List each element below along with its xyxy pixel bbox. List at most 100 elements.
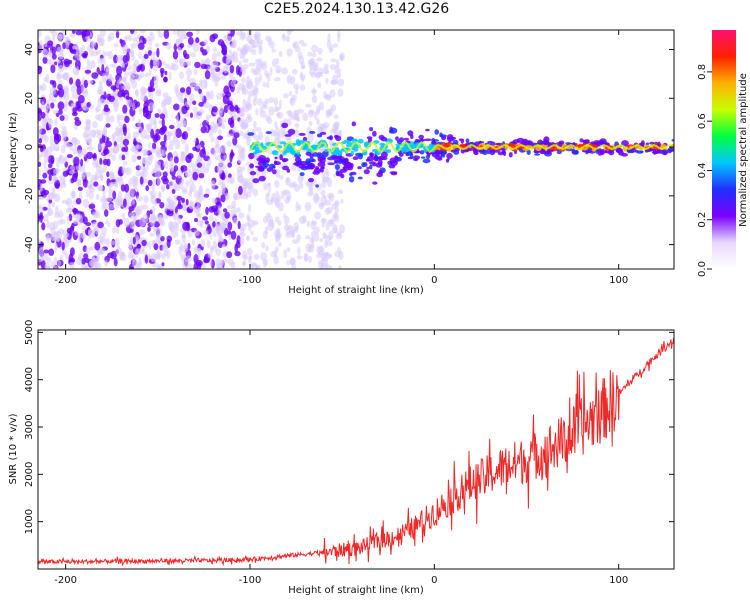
noise-speckle bbox=[107, 76, 115, 82]
noise-speckle bbox=[182, 203, 186, 212]
noise-speckle bbox=[102, 148, 110, 155]
noise-speckle bbox=[174, 84, 179, 94]
y-tick-label: 4000 bbox=[24, 367, 35, 392]
noise-speckle bbox=[278, 99, 282, 109]
noise-speckle bbox=[166, 184, 170, 190]
noise-speckle bbox=[171, 188, 176, 194]
noise-speckle bbox=[294, 46, 301, 53]
noise-speckle bbox=[209, 90, 214, 100]
signal-blob bbox=[651, 151, 660, 154]
noise-speckle bbox=[95, 193, 100, 200]
noise-speckle bbox=[95, 169, 101, 179]
noise-speckle bbox=[265, 82, 270, 88]
noise-speckle bbox=[75, 78, 81, 88]
signal-blob bbox=[489, 149, 496, 153]
noise-speckle bbox=[39, 183, 43, 192]
noise-speckle bbox=[301, 76, 305, 82]
signal-blob bbox=[378, 155, 385, 161]
signal-blob bbox=[621, 140, 629, 147]
signal-blob bbox=[395, 136, 399, 141]
noise-speckle bbox=[242, 261, 247, 267]
noise-speckle bbox=[80, 171, 88, 178]
noise-speckle bbox=[158, 191, 162, 198]
noise-speckle bbox=[59, 115, 65, 121]
noise-speckle bbox=[283, 189, 287, 197]
noise-speckle bbox=[88, 203, 96, 210]
noise-speckle bbox=[210, 136, 215, 143]
noise-speckle bbox=[223, 85, 230, 95]
noise-speckle bbox=[53, 256, 58, 264]
noise-speckle bbox=[220, 172, 226, 181]
noise-speckle bbox=[83, 253, 89, 259]
signal-blob bbox=[434, 129, 440, 135]
noise-speckle bbox=[82, 163, 86, 174]
noise-speckle bbox=[122, 104, 128, 114]
noise-speckle bbox=[116, 84, 120, 89]
noise-speckle bbox=[42, 148, 48, 154]
noise-speckle bbox=[153, 119, 158, 130]
noise-speckle bbox=[266, 191, 271, 198]
noise-speckle bbox=[291, 94, 297, 101]
noise-speckle bbox=[44, 262, 51, 269]
noise-speckle bbox=[183, 35, 188, 40]
noise-speckle bbox=[122, 138, 130, 146]
noise-speckle bbox=[112, 137, 116, 143]
noise-speckle bbox=[85, 246, 91, 255]
noise-speckle bbox=[116, 227, 120, 234]
noise-speckle bbox=[210, 61, 215, 71]
noise-speckle bbox=[91, 72, 99, 79]
noise-speckle bbox=[211, 124, 218, 134]
noise-speckle bbox=[74, 231, 80, 236]
signal-blob bbox=[579, 138, 584, 143]
noise-speckle bbox=[85, 263, 89, 269]
noise-speckle bbox=[241, 31, 247, 39]
noise-speckle bbox=[144, 254, 148, 264]
noise-speckle bbox=[149, 87, 155, 92]
noise-speckle bbox=[212, 231, 217, 238]
noise-speckle bbox=[302, 113, 309, 122]
noise-speckle bbox=[167, 144, 174, 151]
noise-speckle bbox=[327, 219, 334, 225]
x-tick-label: -100 bbox=[239, 575, 262, 586]
noise-speckle bbox=[70, 102, 77, 109]
noise-speckle bbox=[205, 116, 210, 123]
snr-plot-area bbox=[38, 330, 674, 569]
noise-speckle bbox=[51, 46, 57, 56]
noise-speckle bbox=[254, 66, 261, 76]
noise-speckle bbox=[101, 64, 105, 73]
noise-speckle bbox=[167, 202, 173, 210]
noise-speckle bbox=[307, 51, 313, 57]
noise-speckle bbox=[147, 50, 152, 56]
noise-speckle bbox=[175, 38, 180, 48]
noise-speckle bbox=[118, 121, 123, 128]
signal-blob bbox=[503, 150, 507, 157]
noise-speckle bbox=[164, 70, 168, 76]
y-tick-label: 40 bbox=[24, 43, 35, 56]
noise-speckle bbox=[274, 246, 279, 253]
noise-speckle bbox=[105, 65, 110, 73]
noise-speckle bbox=[138, 126, 143, 131]
noise-speckle bbox=[130, 253, 134, 259]
noise-speckle bbox=[38, 30, 42, 38]
noise-speckle bbox=[184, 143, 189, 154]
noise-speckle bbox=[94, 241, 101, 251]
spectrogram-xlabel: Height of straight line (km) bbox=[288, 285, 424, 296]
noise-speckle bbox=[200, 126, 207, 134]
noise-speckle bbox=[244, 189, 249, 200]
noise-speckle bbox=[186, 31, 194, 37]
signal-blob bbox=[327, 162, 335, 166]
noise-speckle bbox=[231, 76, 237, 85]
noise-speckle bbox=[224, 211, 230, 219]
noise-speckle bbox=[196, 259, 203, 267]
noise-speckle bbox=[331, 203, 337, 210]
noise-speckle bbox=[47, 118, 53, 124]
noise-speckle bbox=[86, 64, 92, 71]
noise-speckle bbox=[322, 177, 328, 183]
noise-speckle bbox=[217, 135, 224, 141]
noise-speckle bbox=[158, 33, 164, 38]
noise-speckle bbox=[206, 92, 210, 97]
noise-speckle bbox=[262, 81, 267, 88]
noise-speckle bbox=[104, 104, 109, 111]
noise-speckle bbox=[324, 259, 329, 267]
